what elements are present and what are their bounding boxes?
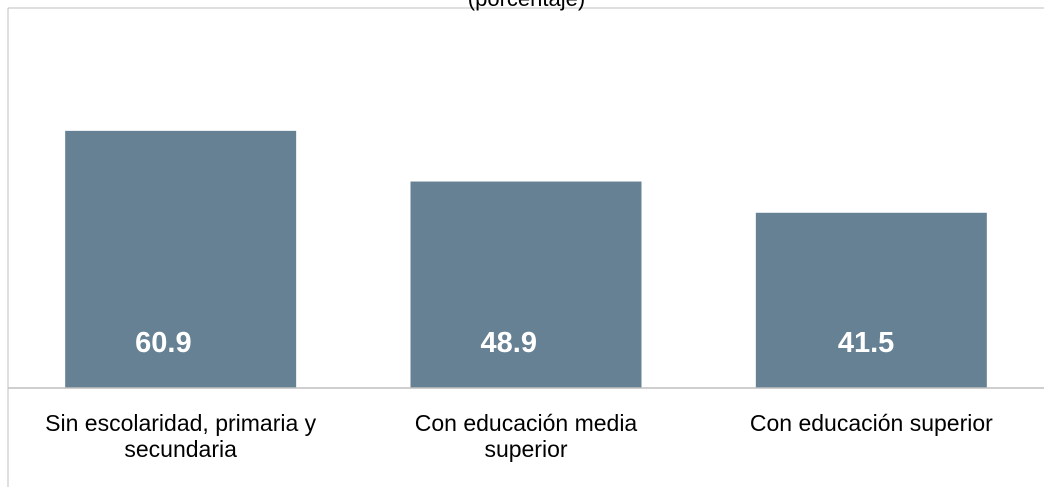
- bar-1: [65, 130, 297, 388]
- x-tick-label-1-line-2: secundaria: [124, 436, 237, 462]
- bar-2: [410, 181, 642, 388]
- x-tick-label-2-line-2: superior: [484, 436, 567, 462]
- bar-value-label-2: 48.9: [481, 327, 537, 359]
- bar-value-label-1: 60.9: [135, 327, 191, 359]
- chart-subtitle: (porcentaje): [0, 0, 1053, 12]
- bar-3: [755, 212, 987, 388]
- bar-value-label-3: 41.5: [838, 327, 894, 359]
- x-tick-label-1-line-1: Sin escolaridad, primaria y: [45, 410, 317, 436]
- x-tick-label-2-line-1: Con educación media: [415, 410, 638, 436]
- x-tick-label-3: Con educación superior: [750, 410, 993, 436]
